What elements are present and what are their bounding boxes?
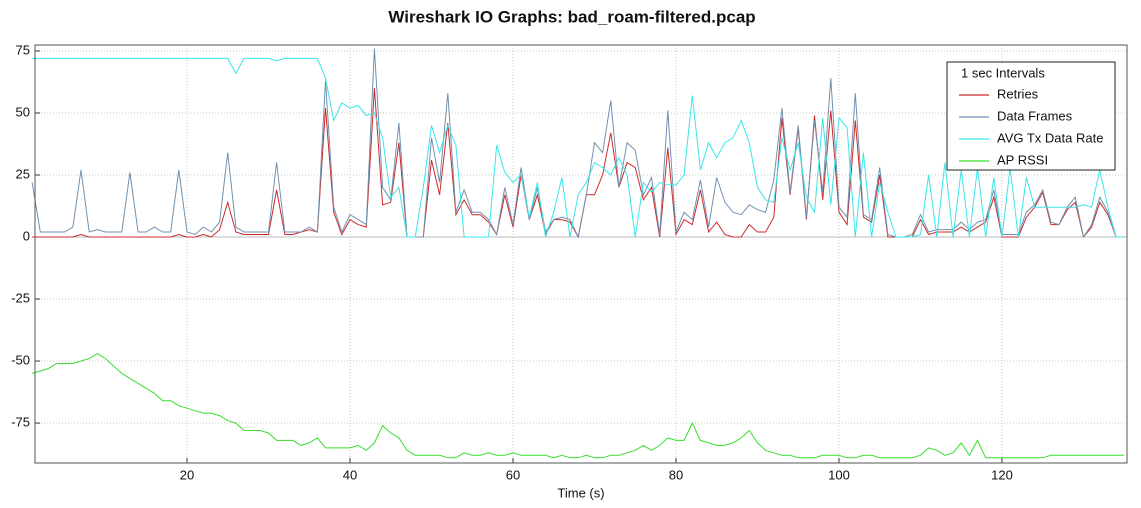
x-tick-label: 80	[669, 467, 683, 482]
x-tick-label: 40	[343, 467, 357, 482]
x-tick-label: 120	[991, 467, 1013, 482]
y-tick-label: -25	[11, 290, 30, 305]
y-tick-label: 25	[16, 166, 30, 181]
x-tick-label: 100	[828, 467, 850, 482]
legend-label: Retries	[997, 86, 1039, 101]
legend-label: AVG Tx Data Rate	[997, 130, 1103, 145]
legend-box	[946, 61, 1116, 171]
y-tick-label: -50	[11, 352, 30, 367]
legend-label: AP RSSI	[997, 152, 1048, 167]
y-tick-label: 50	[16, 104, 30, 119]
x-tick-label: 60	[506, 467, 520, 482]
plot-frame	[34, 44, 1128, 464]
legend-title: 1 sec Intervals	[961, 65, 1045, 80]
y-tick-label: 75	[16, 42, 30, 57]
x-axis-label: Time (s)	[557, 485, 604, 500]
y-tick-label: -75	[11, 414, 30, 429]
plot-area	[35, 45, 1127, 463]
legend-label: Data Frames	[997, 108, 1073, 123]
y-tick-label: 0	[23, 228, 30, 243]
series-line	[31, 353, 1125, 459]
series-line	[31, 48, 1125, 239]
x-tick-label: 20	[180, 467, 194, 482]
chart-title: Wireshark IO Graphs: bad_roam-filtered.p…	[388, 7, 755, 26]
series-line	[32, 57, 1125, 238]
